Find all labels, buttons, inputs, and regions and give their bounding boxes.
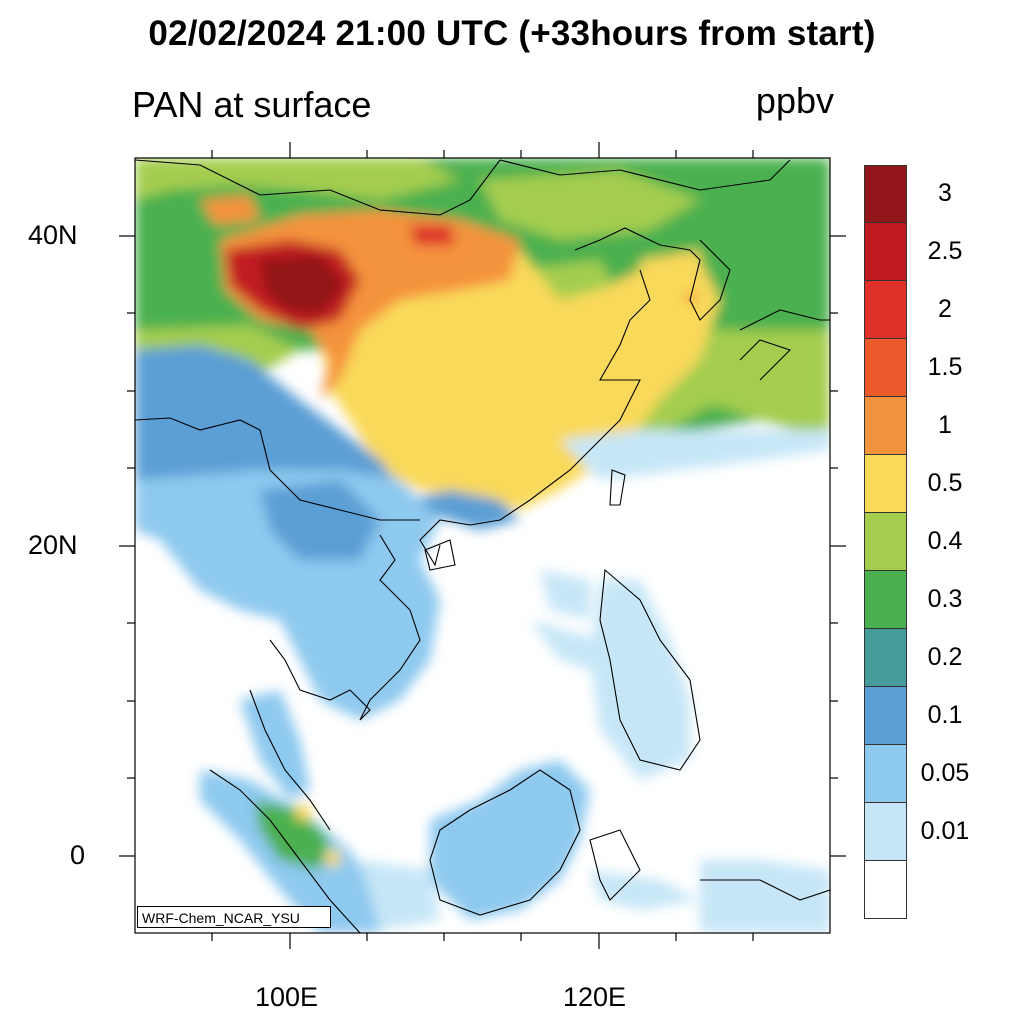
lon-label-120e: 120E (563, 982, 627, 1012)
colorbar-swatch (864, 397, 907, 455)
colorbar-swatch (864, 861, 907, 919)
units-label: ppbv (755, 80, 834, 121)
lat-label-equator: 0 (70, 840, 86, 870)
colorbar-swatch (864, 455, 907, 513)
colorbar-swatch (864, 629, 907, 687)
lat-label-40n: 40N (28, 220, 78, 250)
colorbar-label: 0.4 (927, 527, 963, 555)
model-credit: WRF-Chem_NCAR_YSU (137, 906, 331, 928)
colorbar-swatch (864, 803, 907, 861)
colorbar-swatch (864, 165, 907, 223)
colorbar-swatch (864, 339, 907, 397)
concentration-field (135, 158, 830, 933)
colorbar-label: 1 (938, 411, 952, 439)
lat-label-20n: 20N (28, 530, 78, 560)
colorbar-label: 0.1 (927, 701, 963, 729)
map-title: 02/02/2024 21:00 UTC (+33hours from star… (148, 14, 876, 53)
colorbar-label: 3 (938, 179, 952, 207)
colorbar-label: 0.01 (920, 817, 970, 845)
lon-label-100e: 100E (255, 982, 319, 1012)
colorbar-swatch (864, 571, 907, 629)
colorbar-label: 2.5 (927, 237, 963, 265)
colorbar-swatch (864, 281, 907, 339)
colorbar-label: 0.5 (927, 469, 963, 497)
colorbar-label: 2 (938, 295, 952, 323)
colorbar-label: 0.2 (927, 643, 963, 671)
coastlines (135, 159, 830, 933)
colorbar-label: 1.5 (927, 353, 963, 381)
colorbar-swatch (864, 687, 907, 745)
colorbar-swatch (864, 513, 907, 571)
colorbar-swatch (864, 745, 907, 803)
colorbar-label: 0.05 (920, 759, 970, 787)
axis-ticks (119, 142, 846, 949)
colorbar (864, 165, 907, 919)
colorbar-label: 0.3 (927, 585, 963, 613)
variable-label: PAN at surface (132, 84, 372, 125)
colorbar-swatch (864, 223, 907, 281)
